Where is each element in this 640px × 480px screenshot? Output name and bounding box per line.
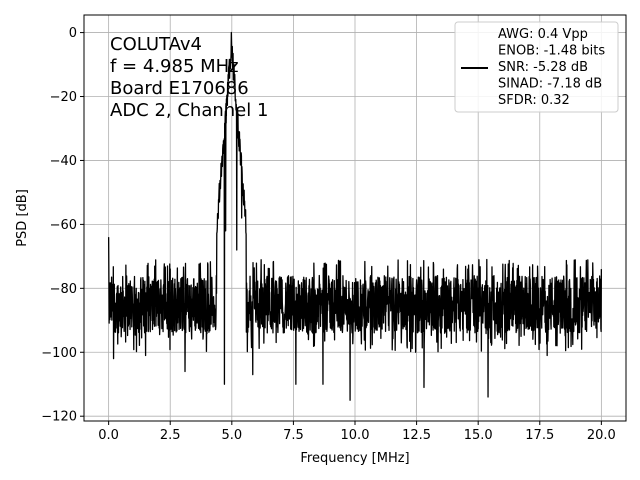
x-tick-label: 12.5 — [402, 428, 431, 443]
legend-line: AWG: 0.4 Vpp — [498, 27, 588, 42]
legend-line: SINAD: -7.18 dB — [498, 77, 602, 92]
y-tick-label: −20 — [50, 90, 77, 105]
psd-series — [107, 31, 603, 401]
y-tick-label: −80 — [50, 282, 77, 297]
annotation-line-3: Board E170686 — [110, 78, 249, 99]
x-tick-label: 20.0 — [587, 428, 616, 443]
x-tick-label: 2.5 — [160, 428, 181, 443]
x-tick-label: 5.0 — [221, 428, 242, 443]
y-axis-label: PSD [dB] — [15, 189, 30, 247]
x-tick-label: 0.0 — [98, 428, 119, 443]
y-tick-label: 0 — [69, 26, 77, 41]
legend-box — [454, 21, 619, 113]
y-tick-label: −60 — [50, 218, 77, 233]
x-axis-label: Frequency [MHz] — [300, 451, 409, 466]
legend-line: SFDR: 0.32 — [498, 93, 570, 108]
x-tick-label: 7.5 — [283, 428, 304, 443]
x-tick-label: 10.0 — [341, 428, 370, 443]
legend-entry: AWG: 0.4 Vpp ENOB: -1.48 bits SNR: -5.28 d… — [498, 27, 605, 108]
psd-line — [107, 31, 603, 401]
annotation-line-2: f = 4.985 MHz — [110, 56, 239, 77]
legend-line: SNR: -5.28 dB — [498, 60, 588, 75]
axis-ticks: 0.0 2.5 5.0 7.5 10.0 12.5 15.0 17.5 20.0 0 −20 −40 −… — [41, 26, 616, 443]
annotation-line-4: ADC 2, Channel 1 — [110, 100, 268, 121]
annotation-box: COLUTAv4 f = 4.985 MHz Board E170686 ADC… — [110, 34, 268, 121]
y-tick-label: −120 — [41, 410, 77, 425]
legend: AWG: 0.4 Vpp ENOB: -1.48 bits SNR: -5.28 d… — [454, 21, 619, 113]
annotation-line-1: COLUTAv4 — [110, 34, 202, 55]
x-tick-label: 17.5 — [525, 428, 554, 443]
y-tick-label: −40 — [50, 154, 77, 169]
x-tick-label: 15.0 — [464, 428, 493, 443]
legend-line: ENOB: -1.48 bits — [498, 44, 605, 59]
y-tick-label: −100 — [41, 346, 77, 361]
